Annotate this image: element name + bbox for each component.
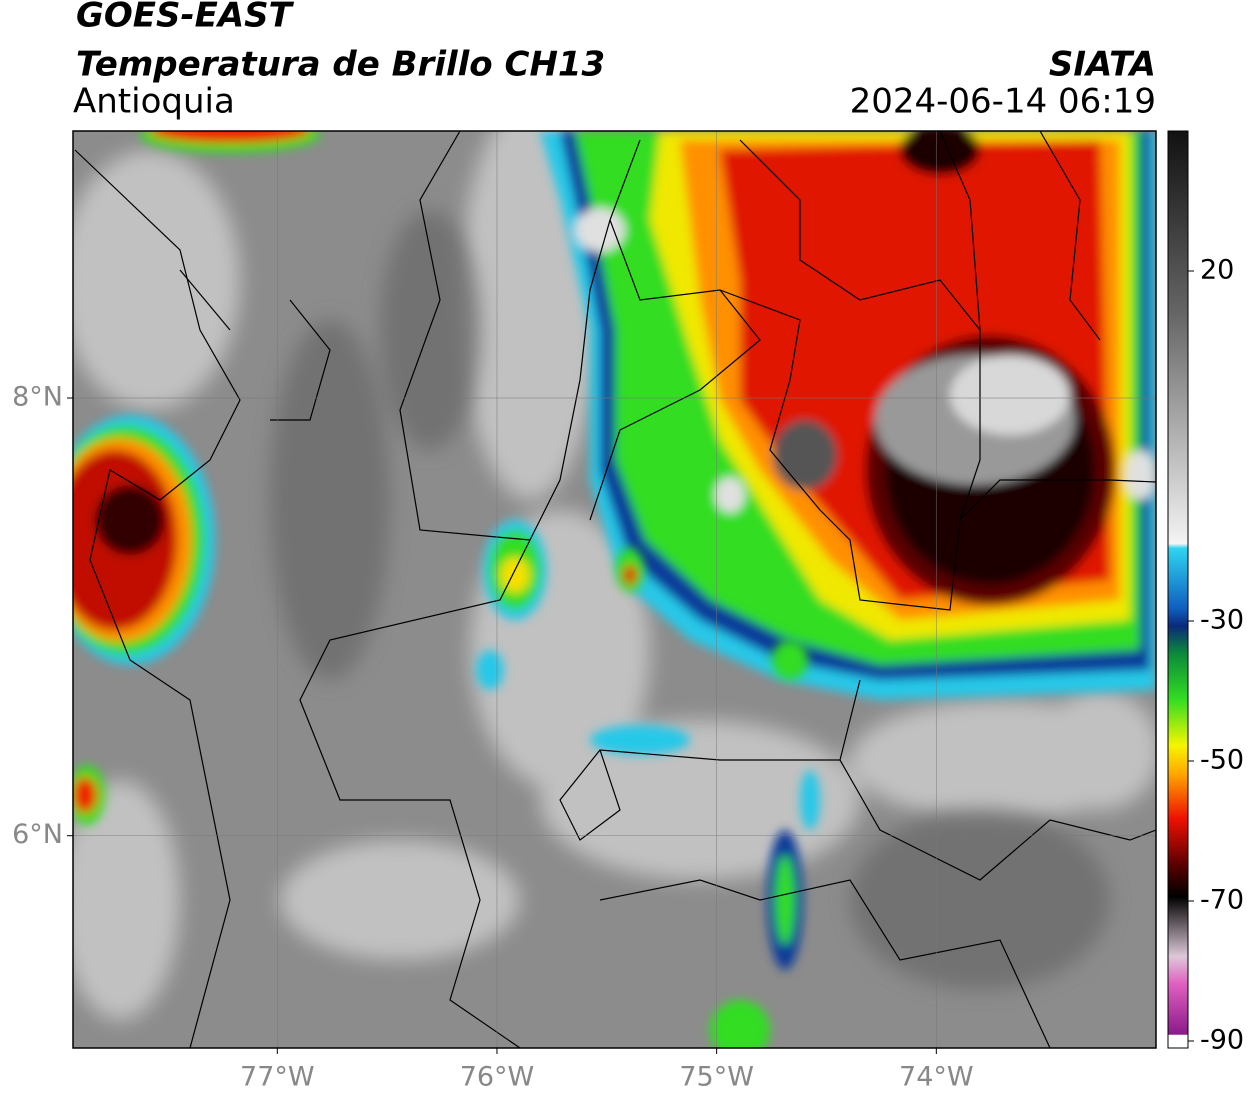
y-tick-label: 8°N: [12, 382, 63, 413]
borders: [74, 131, 1156, 1048]
colorbar-ticks: 20 -30 -50 -70 -90: [1188, 255, 1244, 1056]
graticule: [73, 131, 1156, 1048]
colorbar-tick-label: -30: [1200, 605, 1244, 636]
source: SIATA: [1049, 45, 1156, 85]
region: Antioquia: [73, 82, 235, 122]
subtitle: Temperatura de Brillo CH13: [76, 45, 605, 85]
x-tick-label: 77°W: [240, 1062, 315, 1093]
x-tick-label: 76°W: [460, 1062, 535, 1093]
x-tick-label: 75°W: [679, 1062, 754, 1093]
title: GOES-EAST: [76, 0, 295, 36]
colorbar-tick-label: -70: [1200, 885, 1244, 916]
colorbar-tick-label: 20: [1200, 255, 1234, 286]
y-tick-label: 6°N: [12, 819, 63, 850]
map-frame: [72, 130, 1157, 1049]
datetime: 2024-06-14 06:19: [850, 82, 1156, 122]
x-tick-label: 74°W: [899, 1062, 974, 1093]
colorbar-tick-label: -90: [1200, 1025, 1244, 1056]
satellite-image: [73, 131, 1156, 1048]
colorbar-tick-label: -50: [1200, 745, 1244, 776]
colorbar: [1167, 130, 1189, 1049]
